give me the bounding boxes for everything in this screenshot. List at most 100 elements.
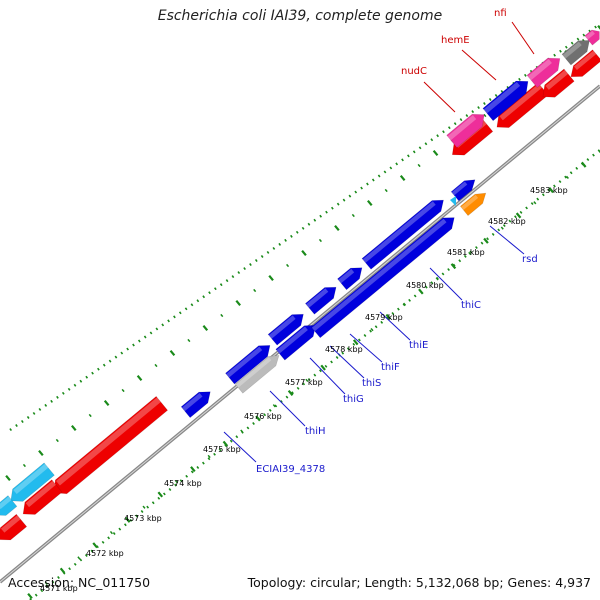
inner-tick-23 xyxy=(403,302,407,306)
tick-label-4571: 4571 kbp xyxy=(40,584,78,593)
gene-forward-1-shine xyxy=(226,346,263,378)
gene-gray-2 xyxy=(234,355,280,394)
tick-label-4582: 4582 kbp xyxy=(488,217,526,226)
outer-tick-17 xyxy=(286,263,290,268)
gene-reverse-2 xyxy=(22,479,63,515)
tick-label-4577: 4577 kbp xyxy=(285,378,323,387)
gene-forward-4-shine xyxy=(338,268,355,284)
inner-tick-12 xyxy=(222,440,229,447)
gene-reverse-6-shine xyxy=(545,69,569,90)
outer-tick-0 xyxy=(5,474,11,482)
outer-tick-20 xyxy=(334,224,340,232)
gene-pink-3-shine xyxy=(585,30,595,40)
gene-label-thiC: thiC xyxy=(461,300,481,311)
gene-forward-6-shine xyxy=(451,181,468,196)
outer-tick-18 xyxy=(301,249,307,257)
gene-pink-3 xyxy=(584,29,600,46)
leader-thiC xyxy=(429,267,463,301)
gene-forward-ECIAI39_4378-shine xyxy=(181,393,203,412)
outer-tick-9 xyxy=(154,363,158,368)
leader-ECIAI39_4378 xyxy=(223,431,257,463)
outer-tick-5 xyxy=(88,413,92,418)
gene-forward-thiH-shine xyxy=(276,326,308,354)
gene-pink-2 xyxy=(526,57,561,89)
gene-cyan-1-shine xyxy=(13,463,49,494)
gene-forward-thiH xyxy=(275,324,317,361)
inner-tick-29 xyxy=(500,226,504,230)
inner-tick-21 xyxy=(370,327,374,332)
tick-label-4581: 4581 kbp xyxy=(447,248,485,257)
outer-tick-36 xyxy=(597,24,600,30)
inner-tick-9 xyxy=(175,480,179,484)
gene-forward-3 xyxy=(304,286,337,315)
tick-label-4579: 4579 kbp xyxy=(365,313,403,322)
gene-forward-1 xyxy=(225,345,271,385)
gene-pink-1 xyxy=(446,113,485,149)
gene-label-thiE: thiE xyxy=(409,340,428,351)
inner-tick-7 xyxy=(142,505,146,509)
inner-tick-11 xyxy=(207,454,211,459)
outer-tick-14 xyxy=(235,299,241,307)
gene-forward-thiC xyxy=(310,217,455,339)
inner-tick-0 xyxy=(27,592,33,600)
outer-tick-2 xyxy=(38,449,44,457)
genome-summary-text: Topology: circular; Length: 5,132,068 bp… xyxy=(247,575,591,590)
gene-nudC-blue xyxy=(482,80,529,122)
gene-forward-5 xyxy=(361,199,444,270)
gene-pink-2-shine xyxy=(527,59,552,81)
gene-reverse-4 xyxy=(451,118,494,156)
gene-reverse-7-shine xyxy=(574,50,597,70)
outer-tick-22 xyxy=(367,199,373,207)
gene-cyan-2-shine xyxy=(0,496,12,509)
gene-label-thiH: thiH xyxy=(305,426,326,437)
accession-text: Accession: NC_011750 xyxy=(8,575,151,590)
gene-forward-6 xyxy=(450,179,476,202)
gene-gray-1-shine xyxy=(562,41,582,59)
gene-features xyxy=(0,29,600,541)
inner-tick-20 xyxy=(352,339,359,346)
inner-tick-30 xyxy=(515,212,522,219)
gene-reverse-5-shine xyxy=(499,83,543,121)
gene-forward-thiC-shine xyxy=(311,218,447,332)
inner-tick-35 xyxy=(598,150,600,154)
inner-tick-2 xyxy=(59,567,66,574)
gene-label-ECIAI39_4378: ECIAI39_4378 xyxy=(256,464,325,475)
leader-thiF xyxy=(349,333,383,363)
inner-tick-27 xyxy=(468,251,472,256)
outer-tick-23 xyxy=(384,188,388,193)
gene-forward-rsd-shine xyxy=(461,194,479,210)
tick-label-4580: 4580 kbp xyxy=(406,281,444,290)
outer-tick-7 xyxy=(121,388,125,393)
outer-tick-26 xyxy=(432,149,439,157)
gene-reverse-3 xyxy=(0,513,28,541)
inner-tick-10 xyxy=(190,466,196,473)
outer-tick-3 xyxy=(55,438,59,443)
tick-label-4583: 4583 kbp xyxy=(530,186,568,195)
gene-reverse-2-shine xyxy=(25,480,56,508)
inner-tick-17 xyxy=(305,378,309,382)
inner-tick-ring xyxy=(29,149,600,600)
leader-thiH xyxy=(269,390,306,427)
label-leader-lines xyxy=(223,21,535,463)
tick-label-4578: 4578 kbp xyxy=(325,345,363,354)
outer-tick-12 xyxy=(202,324,209,332)
gene-reverse-1 xyxy=(53,395,169,495)
tick-label-4574: 4574 kbp xyxy=(164,479,202,488)
gene-forward-rsd xyxy=(459,192,487,217)
gene-reverse-6 xyxy=(542,68,575,98)
inner-tick-32 xyxy=(548,187,554,194)
gene-gray-2-shine xyxy=(235,357,272,388)
outer-tick-15 xyxy=(253,288,257,293)
outer-tick-24 xyxy=(399,174,406,182)
inner-tick-22 xyxy=(385,313,392,320)
gene-label-rsd: rsd xyxy=(522,254,538,265)
tick-label-4572: 4572 kbp xyxy=(86,549,124,558)
inner-tick-15 xyxy=(272,404,276,408)
labels: 4571 kbp 4572 kbp 4573 kbp 4574 kbp 4575… xyxy=(40,8,568,593)
inner-tick-5 xyxy=(109,530,113,535)
inner-tick-25 xyxy=(435,277,439,281)
inner-tick-6 xyxy=(124,516,131,523)
gene-small-cyan xyxy=(450,196,456,206)
outer-tick-1 xyxy=(22,463,26,468)
inner-tick-34 xyxy=(580,161,587,168)
